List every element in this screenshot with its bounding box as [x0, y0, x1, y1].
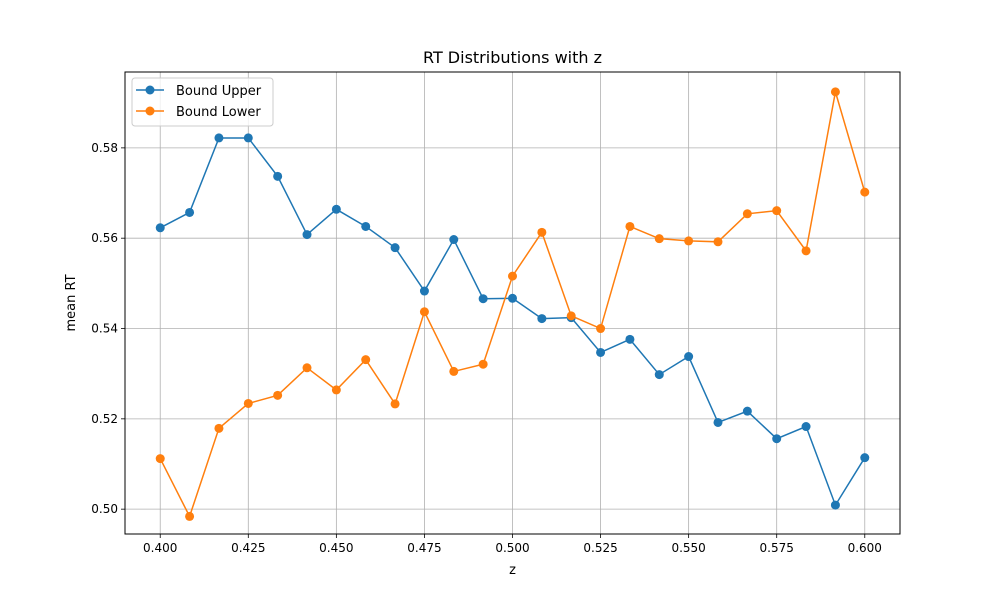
grid-lines	[125, 72, 900, 534]
data-point-bound-lower	[596, 324, 606, 334]
data-point-bound-lower	[801, 246, 811, 256]
x-tick-label: 0.550	[671, 541, 705, 555]
x-axis-label: z	[509, 563, 516, 578]
data-point-bound-upper	[449, 235, 459, 245]
data-point-bound-lower	[742, 209, 752, 219]
data-point-bound-lower	[243, 398, 253, 408]
data-point-bound-upper	[684, 352, 694, 362]
data-point-bound-upper	[537, 314, 547, 324]
data-point-bound-upper	[772, 434, 782, 444]
legend-marker-bound-upper	[145, 85, 155, 95]
data-point-bound-lower	[566, 311, 576, 321]
data-point-bound-upper	[801, 422, 811, 432]
data-point-bound-upper	[713, 417, 723, 427]
y-tick-label: 0.54	[91, 322, 118, 336]
data-point-bound-lower	[419, 307, 429, 317]
legend-box	[131, 77, 274, 127]
data-point-bound-upper	[742, 406, 752, 416]
data-point-bound-lower	[537, 227, 547, 237]
data-point-bound-upper	[390, 243, 400, 253]
data-point-bound-upper	[830, 500, 840, 510]
x-tick-label: 0.600	[848, 541, 882, 555]
x-tick-label: 0.525	[583, 541, 617, 555]
data-point-bound-upper	[185, 207, 195, 217]
data-point-bound-lower	[713, 237, 723, 247]
data-point-bound-lower	[361, 355, 371, 365]
data-point-bound-upper	[273, 171, 283, 181]
series-layer	[155, 87, 870, 521]
data-point-bound-lower	[684, 236, 694, 246]
data-point-bound-upper	[596, 347, 606, 357]
y-tick-label: 0.50	[91, 502, 118, 516]
data-point-bound-lower	[654, 234, 664, 244]
data-point-bound-upper	[331, 204, 341, 214]
data-point-bound-lower	[390, 399, 400, 409]
data-point-bound-upper	[302, 230, 312, 240]
data-point-bound-lower	[772, 206, 782, 216]
x-axis-ticks: 0.400 0.425 0.450 0.475 0.500 0.525 0.550 0.575…	[143, 534, 882, 555]
data-point-bound-lower	[302, 363, 312, 373]
data-point-bound-upper	[214, 133, 224, 143]
data-point-bound-lower	[185, 511, 195, 521]
chart-title: RT Distributions with z	[423, 48, 602, 67]
data-point-bound-lower	[478, 359, 488, 369]
data-point-bound-upper	[155, 223, 165, 233]
x-tick-label: 0.450	[319, 541, 353, 555]
y-axis-label: mean RT	[64, 274, 79, 331]
data-point-bound-upper	[860, 453, 870, 463]
data-point-bound-upper	[625, 334, 635, 344]
data-point-bound-lower	[273, 390, 283, 400]
data-point-bound-lower	[449, 366, 459, 376]
y-tick-label: 0.58	[91, 141, 118, 155]
legend: Bound Upper Bound Lower	[131, 77, 274, 127]
data-point-bound-upper	[361, 221, 371, 231]
data-point-bound-upper	[654, 370, 664, 380]
x-tick-label: 0.575	[760, 541, 794, 555]
legend-label-bound-lower: Bound Lower	[176, 105, 261, 120]
data-point-bound-upper	[508, 293, 517, 303]
data-point-bound-upper	[478, 294, 488, 304]
data-point-bound-upper	[419, 286, 429, 296]
series-bound-lower	[155, 87, 870, 521]
data-point-bound-lower	[214, 423, 224, 433]
data-point-bound-lower	[830, 87, 840, 97]
data-point-bound-lower	[331, 385, 341, 395]
data-point-bound-lower	[155, 454, 165, 464]
series-bound-upper	[155, 133, 870, 510]
legend-label-bound-upper: Bound Upper	[176, 84, 262, 99]
data-point-bound-lower	[625, 221, 635, 231]
y-axis-ticks: 0.50 0.52 0.54 0.56 0.58	[91, 141, 125, 516]
legend-marker-bound-lower	[145, 106, 155, 116]
data-point-bound-lower	[508, 271, 517, 281]
y-tick-label: 0.56	[91, 231, 118, 245]
x-tick-label: 0.475	[407, 541, 441, 555]
data-point-bound-upper	[243, 133, 253, 143]
data-point-bound-lower	[860, 187, 870, 197]
x-tick-label: 0.425	[231, 541, 265, 555]
y-tick-label: 0.52	[91, 412, 118, 426]
x-tick-label: 0.400	[143, 541, 177, 555]
x-tick-label: 0.500	[495, 541, 529, 555]
